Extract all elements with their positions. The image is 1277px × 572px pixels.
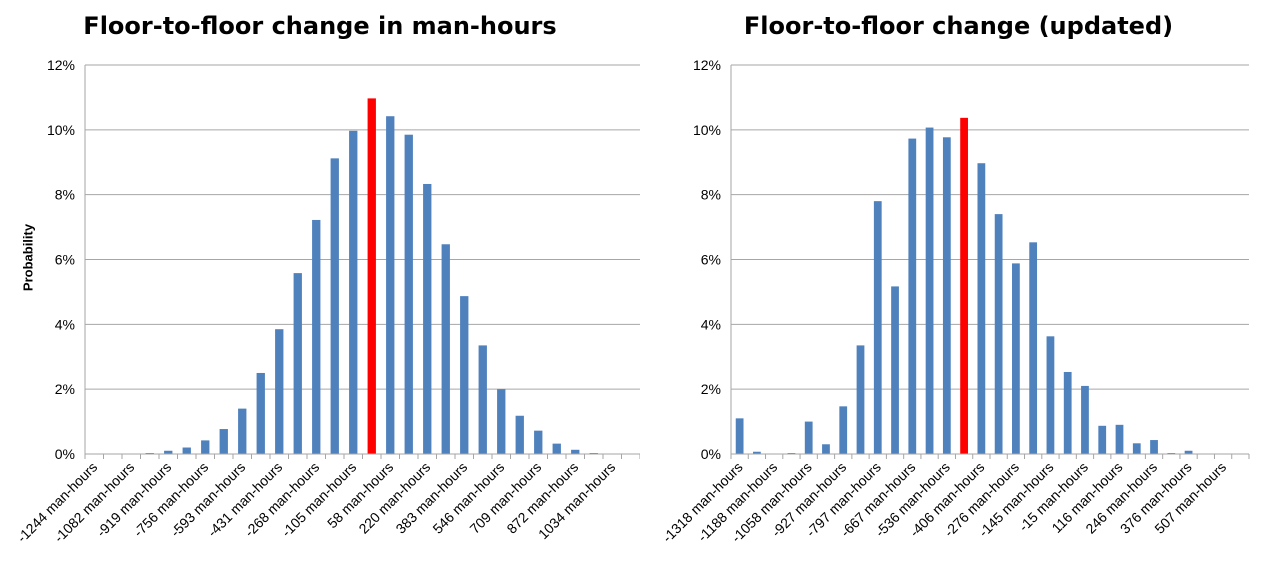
bar	[1063, 371, 1072, 454]
bar	[330, 158, 339, 455]
bar	[856, 345, 865, 454]
bar	[312, 219, 321, 454]
highlighted-bar	[367, 98, 376, 455]
bar	[873, 201, 882, 454]
bar	[460, 296, 469, 454]
y-tick-label: 2%	[701, 381, 721, 397]
bar	[182, 447, 191, 454]
bar	[1132, 443, 1141, 454]
bar	[735, 418, 744, 454]
bar	[994, 214, 1003, 454]
bar	[1150, 440, 1158, 454]
bar	[571, 449, 580, 454]
y-tick-label: 4%	[55, 316, 75, 332]
bar	[423, 183, 432, 454]
bar	[404, 134, 413, 454]
bar	[942, 137, 951, 454]
chart-title: Floor-to-floor change in man-hours	[83, 12, 557, 40]
y-tick-label: 4%	[701, 316, 721, 332]
bar	[201, 440, 210, 454]
y-tick-label: 2%	[55, 381, 75, 397]
y-tick-label: 0%	[701, 446, 721, 462]
bar	[386, 116, 395, 455]
y-tick-label: 6%	[701, 252, 721, 268]
y-tick-label: 12%	[693, 57, 721, 73]
bar	[925, 127, 934, 455]
bar	[293, 273, 302, 454]
bar	[1029, 242, 1038, 454]
y-tick-label: 10%	[693, 122, 721, 138]
chart-panel-right: Floor-to-floor change (updated) 0% 2% 4% 6%…	[640, 0, 1277, 572]
bar	[1046, 336, 1055, 454]
bar	[1098, 425, 1107, 454]
bar	[478, 345, 487, 454]
chart-panel-left: Floor-to-floor change in man-hours Proba…	[14, 12, 640, 546]
bar	[804, 421, 813, 454]
bar	[275, 329, 284, 454]
bar	[534, 430, 543, 454]
bar	[1184, 450, 1193, 454]
bar	[977, 163, 986, 454]
bar	[1081, 385, 1089, 454]
chart-title: Floor-to-floor change (updated)	[743, 12, 1174, 40]
bar	[349, 130, 358, 454]
bar	[238, 408, 247, 454]
bar	[1115, 424, 1124, 454]
bar	[256, 372, 265, 454]
bar	[552, 443, 561, 454]
y-tick-label: 8%	[55, 187, 75, 203]
y-tick-label: 0%	[55, 446, 75, 462]
bar	[164, 450, 173, 454]
y-tick-label: 12%	[47, 57, 75, 73]
bar	[219, 429, 228, 454]
bar	[839, 406, 848, 454]
bar	[515, 415, 524, 454]
y-tick-label: 6%	[55, 252, 75, 268]
bar	[497, 389, 506, 454]
bar	[1012, 263, 1020, 454]
bar-chart-left: 0%2%4%6%8%10%12%-1244 man-hours-1082 man…	[14, 57, 640, 546]
bar	[822, 444, 830, 454]
bar	[441, 244, 450, 454]
highlighted-bar	[960, 117, 968, 454]
bar	[753, 451, 761, 454]
bar-chart-right: 0%2%4%6%8%10%12%-1318 man-hours-1188 man…	[659, 57, 1250, 546]
bar	[891, 286, 899, 454]
y-tick-label: 8%	[701, 187, 721, 203]
y-tick-label: 10%	[47, 122, 75, 138]
bar	[908, 138, 917, 455]
